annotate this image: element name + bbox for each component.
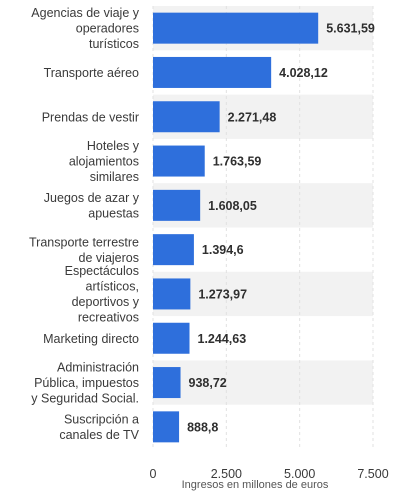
- category-label: Marketing directo: [43, 332, 139, 346]
- category-label: Espectáculos artísticos, deportivos y recre…: [65, 264, 140, 325]
- bar: [153, 278, 191, 310]
- category-label: Administración Pública, impuestos y Seguri…: [31, 361, 139, 406]
- category-label: Agencias de viaje y operadores turísticos: [31, 6, 139, 51]
- value-labels: 5.631,59 4.028,12 2.271,48 1.763,59 1.608,05…: [187, 22, 375, 435]
- x-axis-ticks: 0 2.500 5.000 7.500: [150, 467, 389, 481]
- value-label: 1.244,63: [198, 332, 247, 346]
- category-label: Transporte terrestre de viajeros: [29, 235, 139, 265]
- bar: [153, 234, 194, 266]
- x-tick-label: 7.500: [357, 467, 388, 481]
- category-label: Hoteles y alojamientos similares: [69, 139, 140, 184]
- bar: [153, 411, 180, 443]
- bars: [153, 12, 319, 443]
- bar: [153, 145, 205, 177]
- row-band: [153, 360, 373, 405]
- bar: [153, 12, 319, 44]
- row-bands: [153, 6, 373, 405]
- x-tick-label: 0: [150, 467, 157, 481]
- value-label: 2.271,48: [228, 110, 277, 124]
- x-tick-label: 2.500: [211, 467, 242, 481]
- category-label: Juegos de azar y apuestas: [44, 191, 140, 221]
- value-label: 1.394,6: [202, 243, 244, 257]
- bar: [153, 367, 181, 399]
- x-tick-label: 5.000: [284, 467, 315, 481]
- bar: [153, 56, 272, 88]
- bar: [153, 189, 201, 221]
- value-label: 4.028,12: [279, 66, 328, 80]
- category-labels: Agencias de viaje y operadores turísticos T…: [29, 6, 140, 442]
- bar: [153, 101, 220, 133]
- category-label: Suscripción a canales de TV: [59, 413, 139, 443]
- bar: [153, 322, 190, 354]
- category-label: Prendas de vestir: [42, 110, 139, 124]
- value-label: 1.273,97: [198, 287, 247, 301]
- value-label: 1.763,59: [213, 155, 262, 169]
- value-label: 888,8: [187, 420, 218, 434]
- value-label: 938,72: [189, 376, 227, 390]
- value-label: 1.608,05: [208, 199, 257, 213]
- category-label: Transporte aéreo: [44, 66, 139, 80]
- value-label: 5.631,59: [326, 22, 375, 36]
- x-axis-title: Ingresos en millones de euros: [182, 479, 329, 491]
